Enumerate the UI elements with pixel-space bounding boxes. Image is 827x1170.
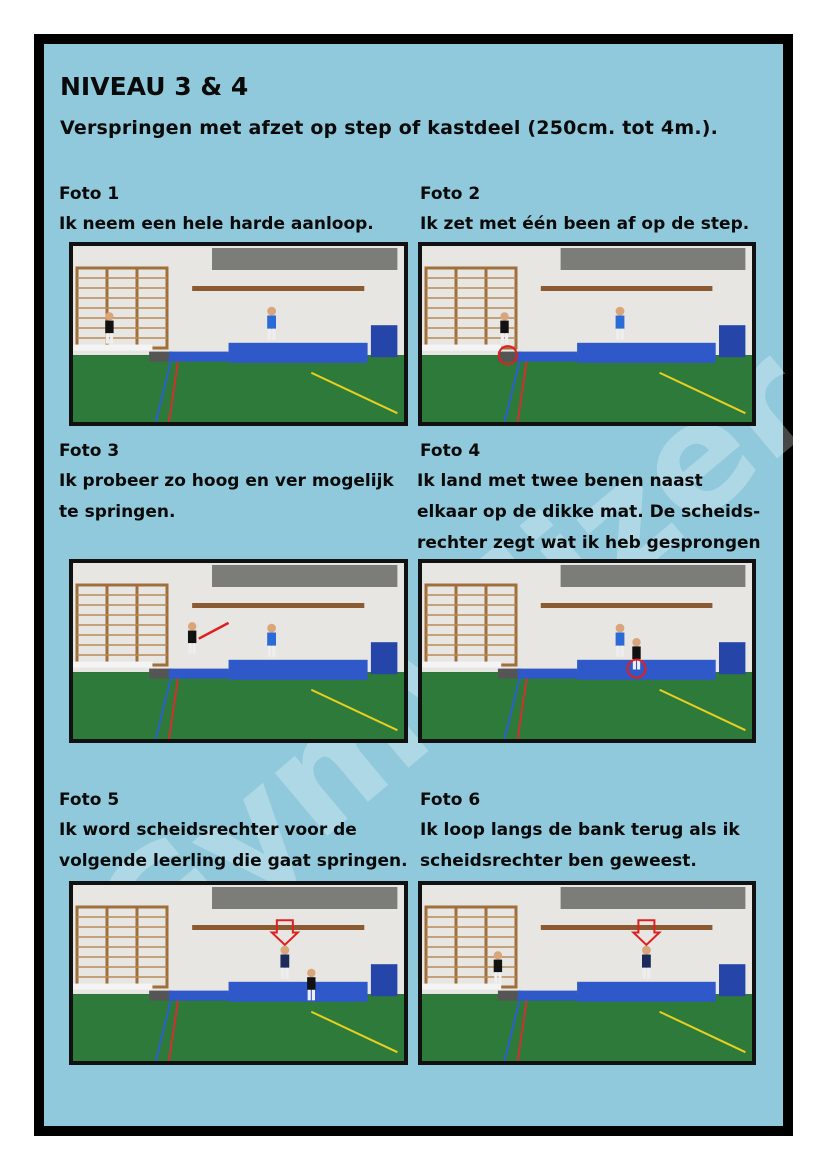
stacked-mats xyxy=(371,642,397,674)
photo-3-image xyxy=(69,559,408,743)
photo-1-text: Ik neem een hele harde aanloop. xyxy=(59,209,374,240)
step xyxy=(149,991,172,1001)
wall-vent xyxy=(561,248,746,270)
photo-3-text: Ik probeer zo hoog en ver mogelijk te sp… xyxy=(59,466,394,528)
photo-6-line-2: scheidsrechter ben geweest. xyxy=(420,846,740,877)
photo-3-line-1: Ik probeer zo hoog en ver mogelijk xyxy=(59,466,394,497)
step xyxy=(149,352,172,362)
wall-vent xyxy=(212,887,397,909)
thick-mat xyxy=(229,982,368,1002)
photo-5-line-2: volgende leerling die gaat springen. xyxy=(59,846,408,877)
bench xyxy=(422,984,501,990)
step xyxy=(498,991,521,1001)
photo-5-label: Foto 5 xyxy=(59,790,119,810)
photo-4-text: Ik land met twee benen naast elkaar op d… xyxy=(417,466,761,559)
photo-4-image xyxy=(418,559,756,743)
bench xyxy=(422,662,501,668)
page-subtitle: Verspringen met afzet op step of kastdee… xyxy=(60,117,718,139)
stacked-mats xyxy=(371,964,397,996)
stacked-mats xyxy=(719,642,745,674)
photo-6-label: Foto 6 xyxy=(420,790,480,810)
floor xyxy=(422,672,752,739)
bench xyxy=(73,984,152,990)
photo-4-line-2: elkaar op de dikke mat. De scheids- xyxy=(417,497,761,528)
photo-6-text: Ik loop langs de bank terug als ik schei… xyxy=(420,815,740,877)
shelf xyxy=(541,603,713,608)
stacked-mats xyxy=(371,325,397,357)
shelf xyxy=(541,286,713,291)
photo-2-label: Foto 2 xyxy=(420,184,480,204)
photo-4-line-1: Ik land met twee benen naast xyxy=(417,466,761,497)
floor xyxy=(73,672,404,739)
wall-vent xyxy=(212,565,397,587)
thin-mat xyxy=(169,991,229,1001)
thin-mat xyxy=(169,669,229,679)
thin-mat xyxy=(169,352,229,362)
bench xyxy=(73,662,152,668)
photo-5-line-1: Ik word scheidsrechter voor de xyxy=(59,815,408,846)
photo-1-label: Foto 1 xyxy=(59,184,119,204)
photo-6-line-1: Ik loop langs de bank terug als ik xyxy=(420,815,740,846)
photo-2-image xyxy=(418,242,756,426)
floor xyxy=(422,355,752,422)
photo-4-label: Foto 4 xyxy=(420,441,480,461)
floor xyxy=(73,994,404,1061)
thin-mat xyxy=(518,669,577,679)
thick-mat xyxy=(577,982,716,1002)
thick-mat xyxy=(229,660,368,680)
thick-mat xyxy=(229,343,368,363)
photo-6-image xyxy=(418,881,756,1065)
thin-mat xyxy=(518,991,577,1001)
photo-5-text: Ik word scheidsrechter voor de volgende … xyxy=(59,815,408,877)
step xyxy=(498,669,521,679)
photo-5-image xyxy=(69,881,408,1065)
photo-1-image xyxy=(69,242,408,426)
wall-vent xyxy=(212,248,397,270)
wall-vent xyxy=(561,887,746,909)
photo-1-line-1: Ik neem een hele harde aanloop. xyxy=(59,209,374,240)
shelf xyxy=(192,603,364,608)
wall-vent xyxy=(561,565,746,587)
floor xyxy=(422,994,752,1061)
photo-2-text: Ik zet met één been af op de step. xyxy=(420,209,749,240)
stacked-mats xyxy=(719,325,745,357)
photo-4-line-3: rechter zegt wat ik heb gesprongen xyxy=(417,528,761,559)
bench xyxy=(73,345,152,351)
stacked-mats xyxy=(719,964,745,996)
thin-mat xyxy=(518,352,577,362)
photo-2-line-1: Ik zet met één been af op de step. xyxy=(420,209,749,240)
photo-3-line-2: te springen. xyxy=(59,497,394,528)
thick-mat xyxy=(577,343,716,363)
shelf xyxy=(541,925,713,930)
bench xyxy=(422,345,501,351)
shelf xyxy=(192,286,364,291)
shelf xyxy=(192,925,364,930)
page-title: NIVEAU 3 & 4 xyxy=(60,72,248,101)
step xyxy=(149,669,172,679)
photo-3-label: Foto 3 xyxy=(59,441,119,461)
floor xyxy=(73,355,404,422)
